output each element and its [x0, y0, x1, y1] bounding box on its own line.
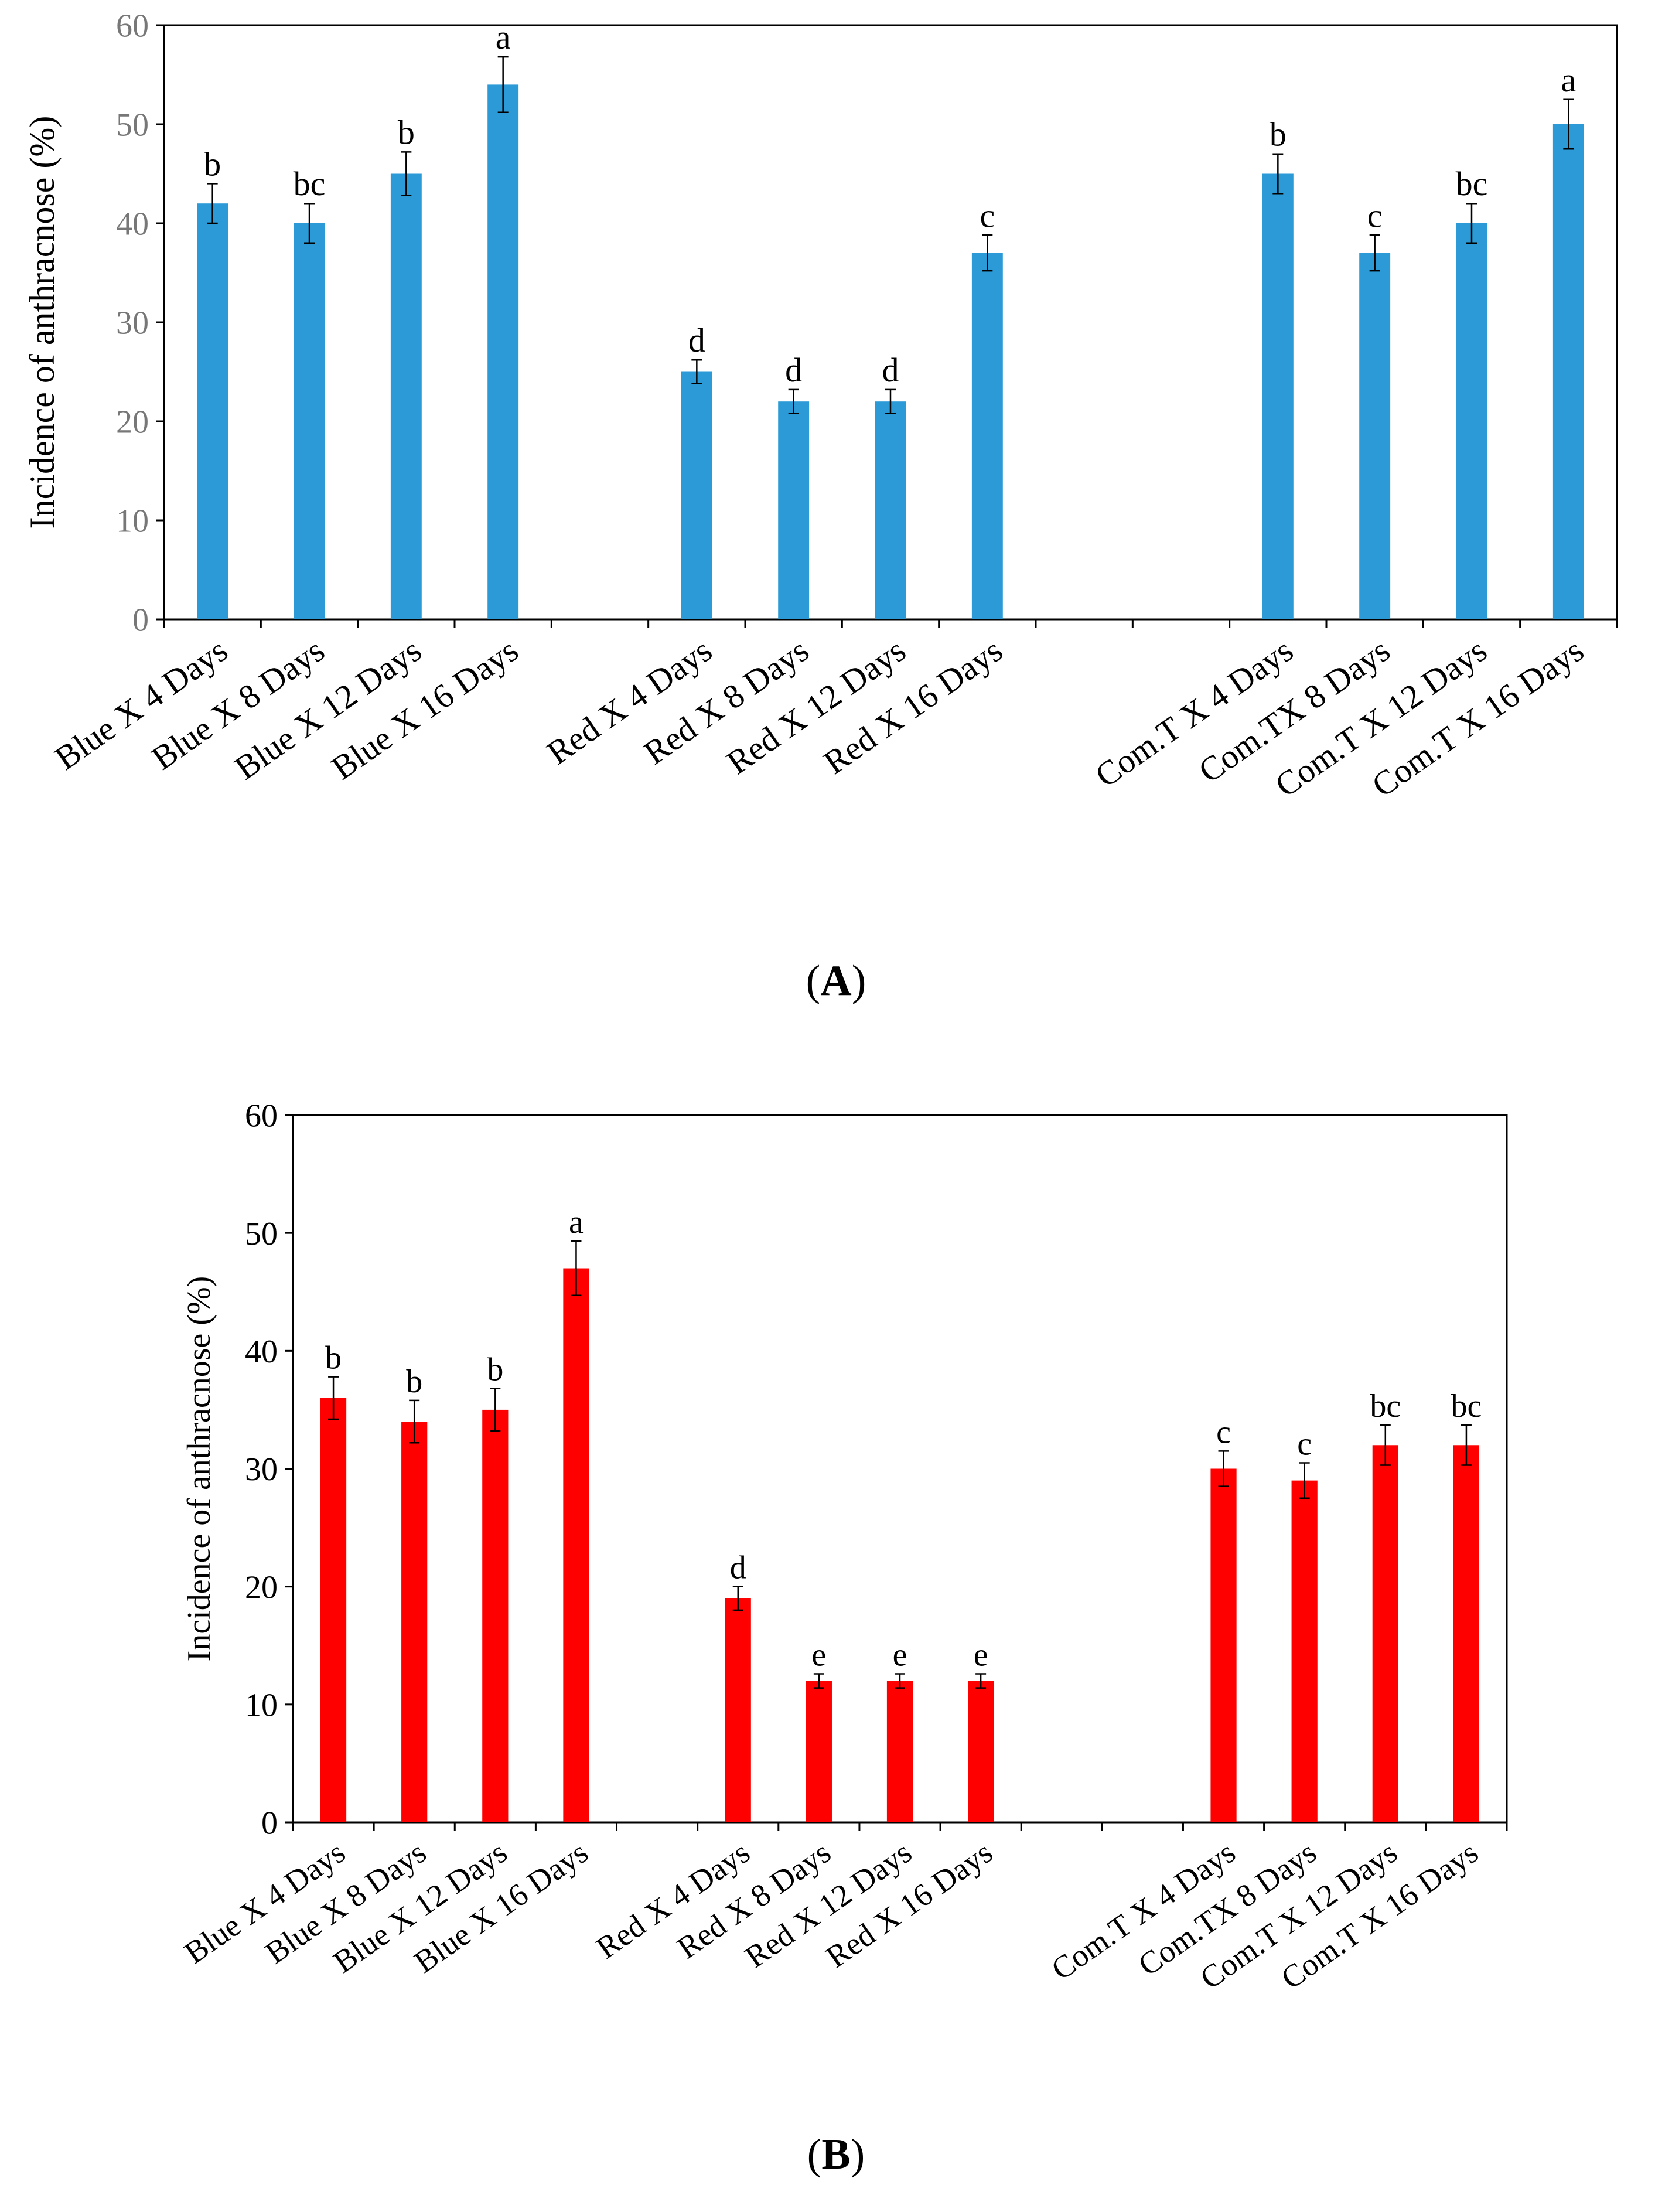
significance-letter: a [496, 18, 511, 56]
significance-letter: b [398, 113, 415, 151]
y-tick-label: 50 [116, 107, 149, 144]
bar [1456, 223, 1487, 619]
bar [1210, 1468, 1237, 1822]
bar [968, 1681, 994, 1822]
bar [971, 253, 1003, 619]
significance-letter: b [406, 1364, 422, 1400]
y-tick-label: 20 [116, 404, 149, 441]
caption-a: (A) [806, 957, 866, 1005]
significance-letter: bc [1451, 1388, 1482, 1424]
chart-b: 0 10 20 30 40 50 60 Incidence of anthracnose (%… [178, 1098, 1508, 1996]
bar [1552, 124, 1584, 619]
y-tick-label: 20 [245, 1569, 278, 1606]
significance-letter: bc [1456, 165, 1488, 203]
y-tick-label: 50 [245, 1216, 278, 1252]
y-tick-label: 10 [116, 503, 149, 540]
significance-letter: d [688, 321, 705, 359]
significance-letter: e [893, 1637, 907, 1674]
bar [294, 223, 325, 619]
significance-letter: d [882, 351, 899, 389]
bar [390, 173, 422, 619]
y-tick-label: 60 [245, 1098, 278, 1134]
bar [1372, 1445, 1398, 1822]
y-tick-label: 60 [116, 8, 149, 45]
significance-letter: bc [1370, 1388, 1401, 1424]
significance-letter: c [1216, 1414, 1231, 1450]
bar [401, 1422, 428, 1822]
y-tick-label: 0 [132, 602, 149, 639]
y-axis-label: Incidence of anthracnose (%) [181, 1276, 217, 1662]
bar [1262, 173, 1294, 619]
significance-letter: c [980, 196, 995, 234]
bar [725, 1598, 751, 1822]
significance-letter: c [1367, 196, 1383, 234]
significance-letter: e [811, 1637, 826, 1674]
caption-b-label: B [821, 2131, 851, 2179]
bar [1453, 1445, 1480, 1822]
y-tick-label: 30 [116, 305, 149, 342]
chart-a: 0 10 20 30 40 50 60 Incidence of anthracnose (%… [23, 8, 1618, 805]
significance-letter: c [1297, 1426, 1312, 1462]
y-tick-label: 40 [245, 1334, 278, 1370]
significance-letter: a [1561, 61, 1576, 99]
bar [806, 1681, 832, 1822]
significance-letter: a [569, 1204, 584, 1240]
bar [197, 203, 228, 619]
caption-b: (B) [807, 2131, 865, 2179]
bar [875, 401, 906, 619]
bar [886, 1681, 913, 1822]
significance-letter: b [325, 1340, 342, 1376]
bar [681, 371, 712, 619]
significance-letter: bc [294, 165, 326, 203]
y-tick-label: 30 [245, 1451, 278, 1488]
significance-letter: b [487, 1352, 503, 1388]
panel-b: 0 10 20 30 40 50 60 Incidence of anthracnose (%… [0, 1090, 1672, 2212]
bar [482, 1409, 509, 1822]
y-tick-label: 10 [245, 1687, 278, 1723]
bar [487, 84, 519, 619]
bar [563, 1268, 589, 1822]
significance-letter: d [785, 351, 802, 389]
significance-letter: b [204, 145, 221, 183]
y-tick-label: 40 [116, 206, 149, 243]
bar [320, 1398, 347, 1822]
bar [778, 401, 810, 619]
x-tick-label: Red X 4 Days [540, 630, 719, 772]
panel-a: 0 10 20 30 40 50 60 Incidence of anthracnose (%… [0, 0, 1672, 1031]
caption-a-label: A [820, 957, 852, 1005]
y-tick-label: 0 [261, 1805, 278, 1842]
bar [1359, 253, 1391, 619]
significance-letter: b [1270, 115, 1287, 154]
significance-letter: e [974, 1637, 988, 1674]
y-axis-label: Incidence of anthracnose (%) [23, 116, 62, 529]
bar [1291, 1480, 1318, 1822]
significance-letter: d [730, 1550, 746, 1586]
